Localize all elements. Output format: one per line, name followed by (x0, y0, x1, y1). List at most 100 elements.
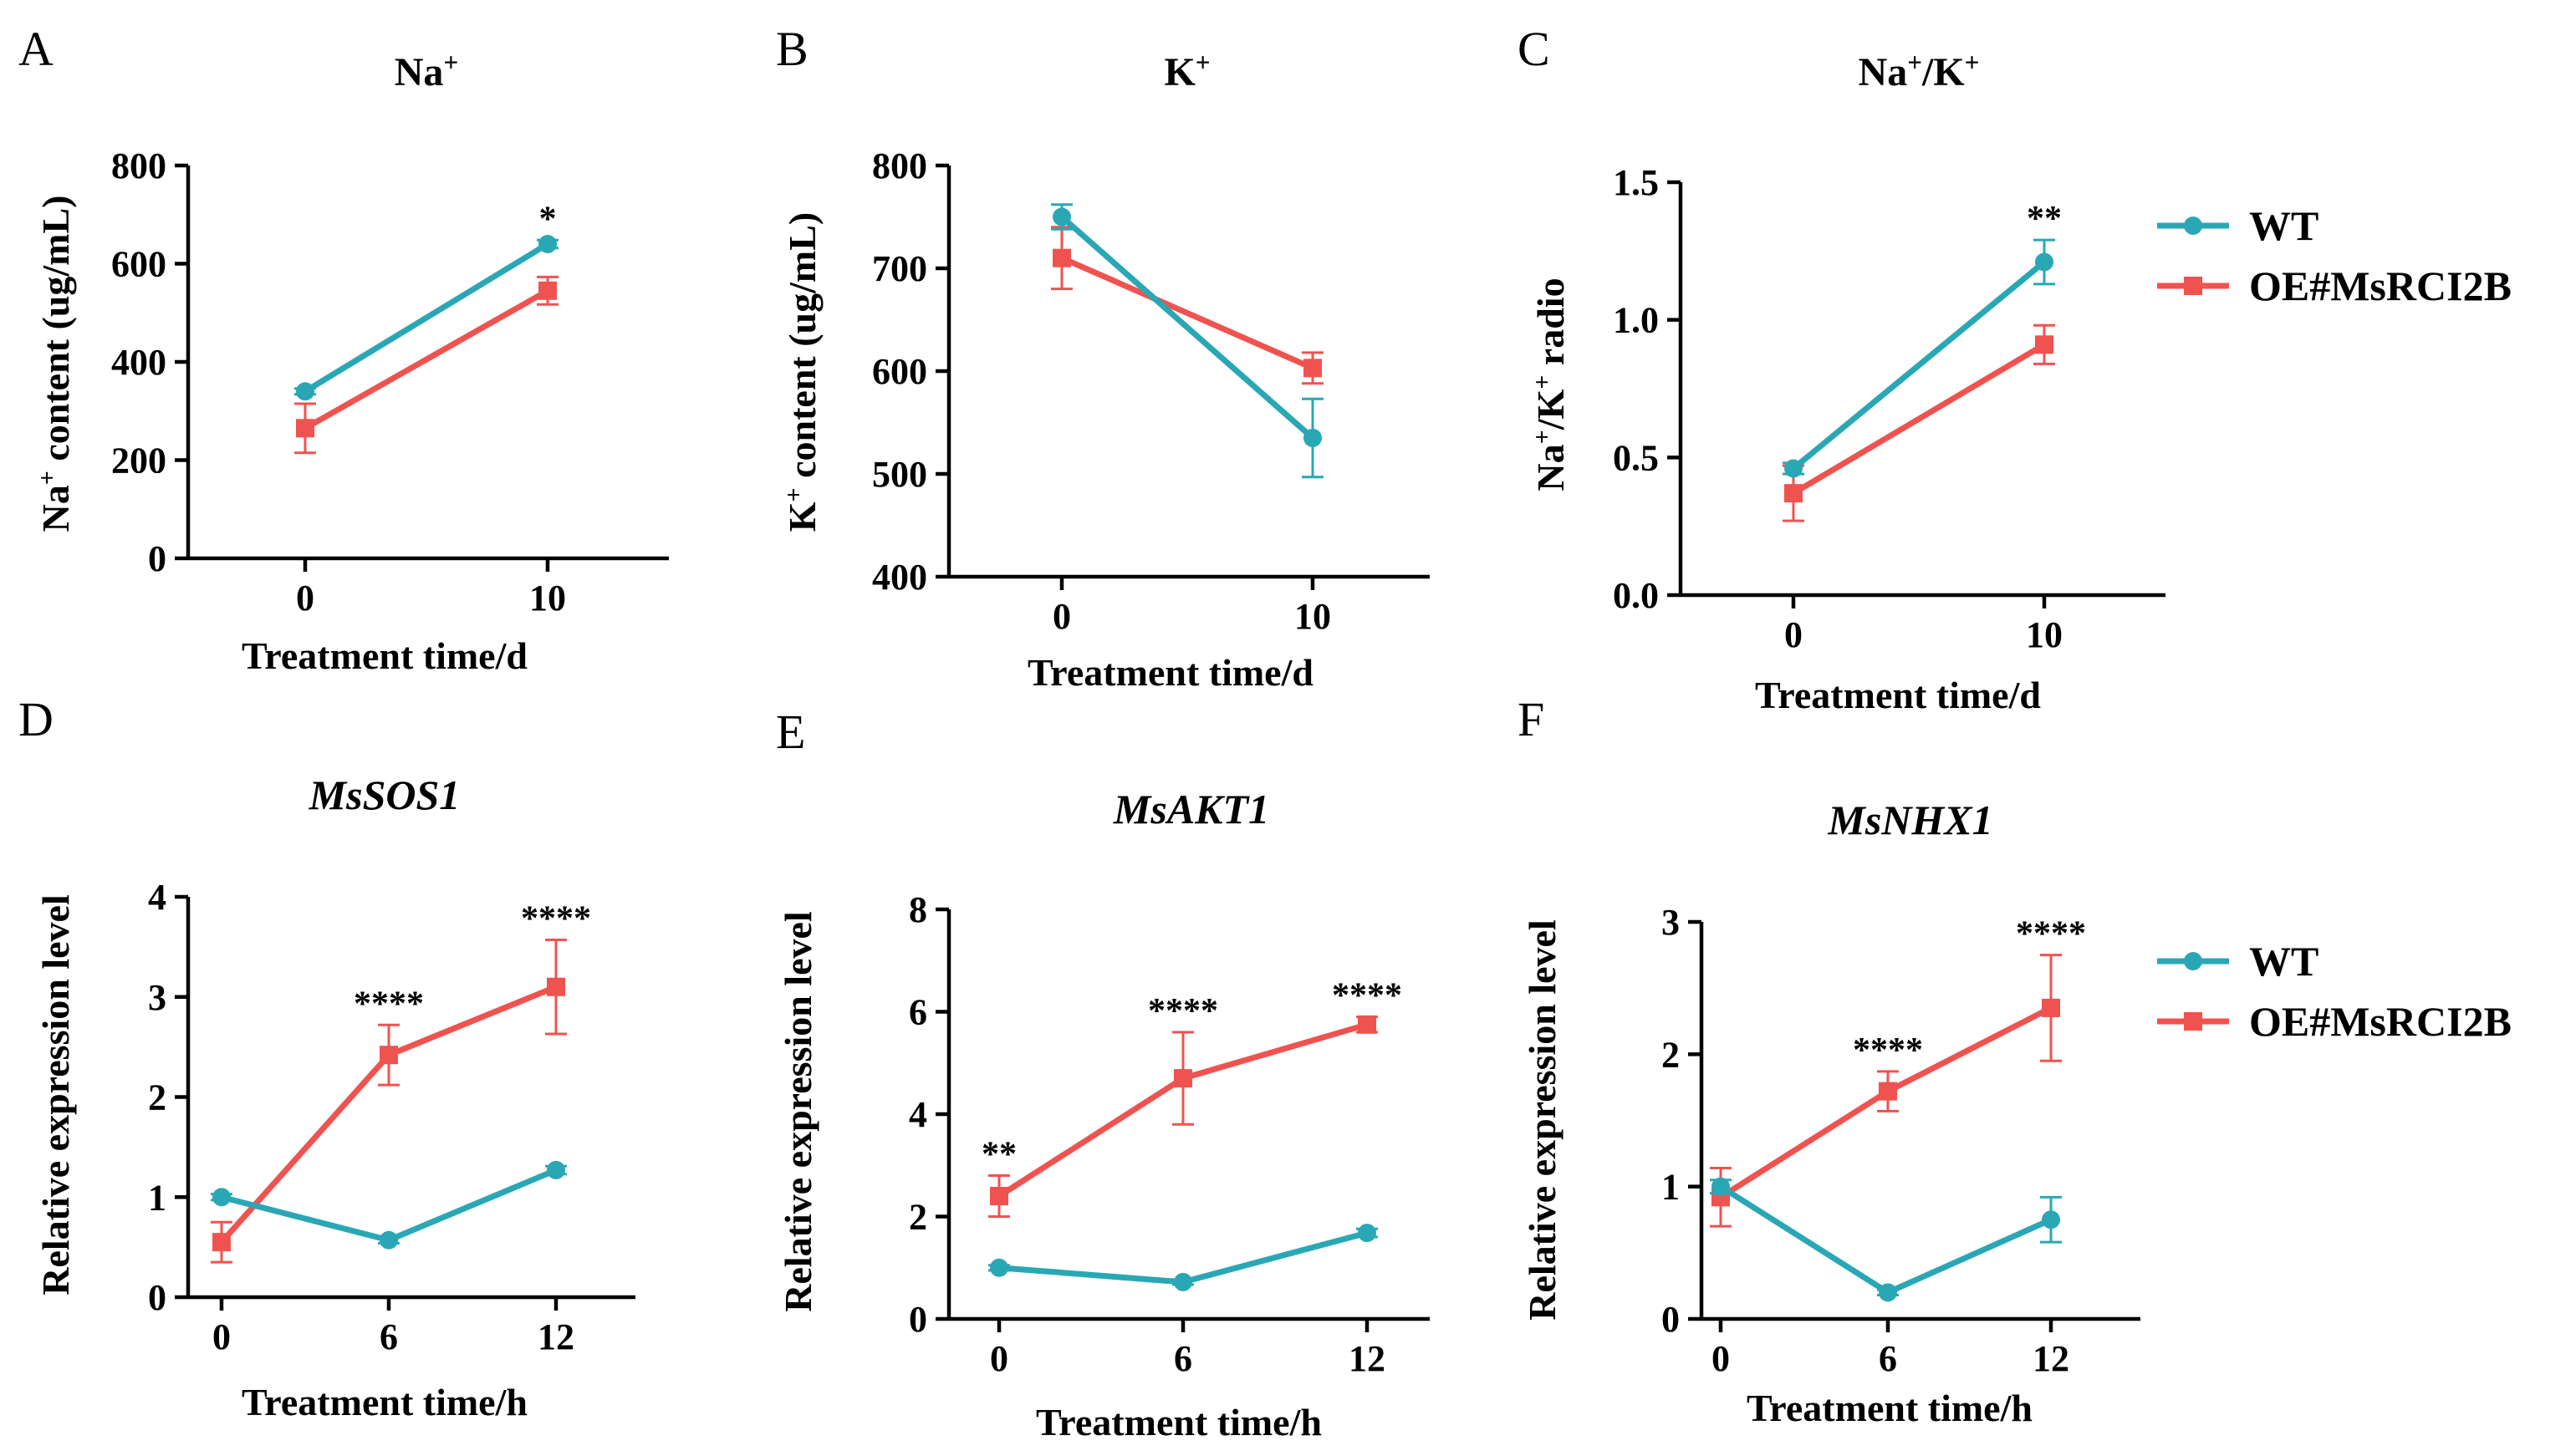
data-point (212, 1233, 231, 1252)
y-tick-label: 500 (872, 454, 927, 495)
series-line (1792, 342, 2046, 496)
series-line (1791, 259, 2047, 471)
y-tick-label: 0 (1661, 1299, 1680, 1340)
x-tick-label: 12 (1349, 1338, 1385, 1379)
significance-label: ** (2027, 200, 2062, 238)
significance-label: * (539, 200, 557, 238)
x-tick-label: 0 (1784, 614, 1803, 655)
x-axis-title: Treatment time/h (242, 1381, 528, 1423)
data-point (1879, 1283, 1897, 1302)
y-tick-label: 0 (909, 1299, 927, 1340)
x-axis-title: Treatment time/d (1028, 651, 1314, 694)
text-span: MsSOS1 (309, 771, 461, 818)
panel-e: E MsAKT1 0 2 4 6 8 0 6 12 Treatment time/h Relative… (776, 705, 1430, 1443)
significance-label: **** (354, 985, 424, 1023)
y-axis-title: Na+/K+ radio (1528, 277, 1573, 491)
significance-label: **** (1332, 977, 1402, 1016)
data-point (296, 419, 314, 438)
x-tick-label: 12 (2033, 1338, 2069, 1379)
y-tick-label: 800 (872, 145, 927, 186)
data-point (2042, 1210, 2060, 1229)
y-tick-label: 4 (909, 1094, 927, 1135)
series-wt (988, 1224, 1378, 1291)
data-point (1053, 248, 1071, 267)
series-oe (1051, 226, 1324, 385)
data-point (990, 1258, 1008, 1277)
x-tick-label: 0 (990, 1338, 1008, 1379)
significance-label: **** (1853, 1031, 1923, 1070)
text-span: K (781, 501, 824, 532)
y-axis-title: Relative expression level (1521, 919, 1563, 1321)
legend-oe-label: OE#MsRCI2B (2249, 998, 2512, 1045)
panel-title: K+ (1164, 48, 1210, 95)
series-line (1719, 1184, 2053, 1296)
series-oe (988, 1015, 1378, 1218)
legend-wt-marker (2184, 216, 2202, 235)
text-span: Relative expression level (1521, 919, 1563, 1321)
y-tick-label: 4 (148, 877, 166, 918)
legend-wt-label: WT (2249, 202, 2318, 249)
x-tick-label: 0 (1053, 596, 1071, 637)
series-line (221, 1167, 558, 1244)
data-point (2035, 335, 2053, 354)
x-tick-label: 10 (1294, 596, 1331, 637)
series-oe (1710, 954, 2062, 1228)
data-point (538, 281, 557, 300)
x-tick-label: 6 (380, 1316, 398, 1357)
legend-wt-marker (2184, 952, 2202, 970)
text-span: K (1164, 50, 1195, 94)
x-tick-label: 0 (1711, 1338, 1730, 1379)
series-wt (1710, 1177, 2062, 1302)
data-point (1358, 1224, 1376, 1243)
y-tick-label: 600 (872, 351, 927, 392)
data-point (990, 1187, 1008, 1205)
text-span: /K (1529, 389, 1572, 431)
text-span: MsAKT1 (1113, 786, 1269, 832)
significance-label: ** (982, 1136, 1017, 1174)
x-tick-label: 12 (538, 1316, 574, 1357)
superscript: + (443, 48, 458, 77)
series-line (304, 288, 549, 431)
legend-wt-label: WT (2249, 938, 2318, 985)
text-span: content (ug/mL) (34, 196, 77, 471)
panel-title: Na+ (395, 48, 458, 95)
data-point (1174, 1069, 1192, 1088)
y-tick-label: 1 (148, 1177, 166, 1218)
y-tick-label: 6 (909, 992, 927, 1033)
series-wt (211, 1160, 567, 1250)
x-tick-label: 6 (1174, 1338, 1192, 1379)
y-tick-label: 2 (909, 1197, 927, 1238)
y-tick-label: 2 (148, 1077, 166, 1118)
series-oe (1783, 323, 2055, 522)
y-tick-label: 0.0 (1613, 575, 1659, 616)
legend-top: WT OE#MsRCI2B (2157, 202, 2512, 309)
y-tick-label: 2 (1661, 1034, 1680, 1075)
x-tick-label: 6 (1879, 1338, 1897, 1379)
data-point (1784, 459, 1803, 478)
panel-letter: C (1518, 22, 1550, 76)
data-point (1053, 207, 1071, 227)
data-point (1174, 1272, 1192, 1291)
data-point (296, 382, 314, 401)
y-axis-title: Relative expression level (777, 911, 819, 1312)
series-wt (1783, 238, 2055, 478)
text-span: MsNHX1 (1827, 797, 1992, 843)
y-tick-label: 8 (909, 889, 927, 930)
x-axis-title: Treatment time/d (242, 634, 528, 677)
y-axis-title: Relative expression level (34, 894, 77, 1296)
panel-title: MsSOS1 (309, 771, 461, 818)
panel-letter: E (776, 705, 805, 759)
y-tick-label: 400 (111, 342, 166, 383)
y-tick-label: 600 (111, 244, 166, 285)
text-span: Na (395, 50, 444, 94)
data-point (1879, 1082, 1897, 1101)
data-point (547, 977, 565, 996)
series-wt (294, 235, 559, 401)
text-span: Na (34, 485, 77, 532)
y-tick-label: 400 (872, 557, 927, 598)
